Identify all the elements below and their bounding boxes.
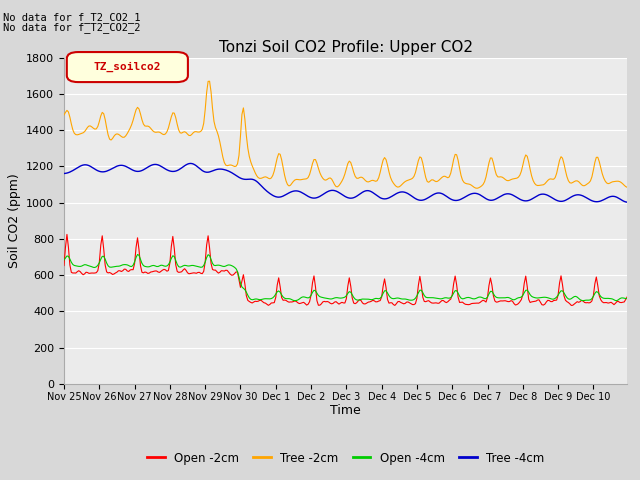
Title: Tonzi Soil CO2 Profile: Upper CO2: Tonzi Soil CO2 Profile: Upper CO2	[219, 40, 472, 55]
Text: TZ_soilco2: TZ_soilco2	[94, 62, 161, 72]
FancyBboxPatch shape	[67, 52, 188, 82]
X-axis label: Time: Time	[330, 405, 361, 418]
Text: No data for f_T2_CO2_2: No data for f_T2_CO2_2	[3, 22, 141, 33]
Text: No data for f_T2_CO2_1: No data for f_T2_CO2_1	[3, 12, 141, 23]
Legend: Open -2cm, Tree -2cm, Open -4cm, Tree -4cm: Open -2cm, Tree -2cm, Open -4cm, Tree -4…	[142, 447, 549, 469]
Y-axis label: Soil CO2 (ppm): Soil CO2 (ppm)	[8, 173, 20, 268]
